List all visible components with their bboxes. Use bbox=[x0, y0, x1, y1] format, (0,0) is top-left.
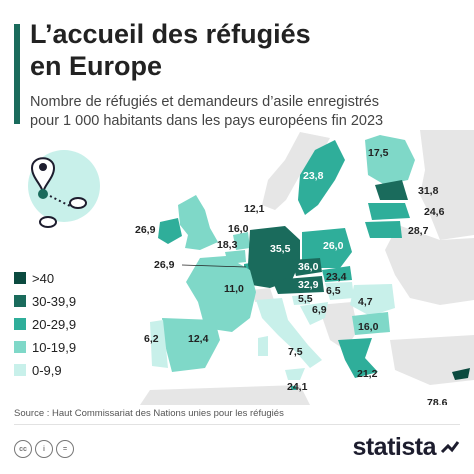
value-label-france: 11,0 bbox=[224, 283, 244, 295]
country-portugal bbox=[150, 320, 168, 368]
luxembourg-leader-line bbox=[181, 264, 247, 268]
country-germany bbox=[248, 226, 300, 288]
country-italy bbox=[256, 298, 322, 368]
subtitle-line-2: pour 1 000 habitants dans les pays europ… bbox=[30, 113, 384, 129]
country-uk bbox=[178, 195, 218, 250]
country-france bbox=[186, 256, 256, 332]
footer-divider bbox=[14, 424, 460, 425]
country-slovenia bbox=[292, 295, 310, 305]
country-finland bbox=[365, 135, 415, 185]
norway-region bbox=[262, 132, 330, 210]
license-icons[interactable]: cc i = bbox=[14, 440, 74, 458]
country-malta bbox=[291, 386, 296, 390]
country-poland bbox=[302, 228, 352, 268]
title-accent-bar bbox=[14, 24, 20, 124]
legend-label: >40 bbox=[32, 270, 55, 286]
value-label-croatia: 6,9 bbox=[312, 304, 327, 316]
country-austria bbox=[272, 276, 324, 294]
equals-icon[interactable]: = bbox=[56, 440, 74, 458]
country-croatia bbox=[300, 302, 328, 325]
value-label-bulgaria: 16,0 bbox=[358, 321, 379, 333]
country-bulgaria bbox=[352, 312, 390, 335]
value-label-luxembourg: 26,9 bbox=[154, 259, 175, 271]
value-label-czechia: 36,0 bbox=[298, 261, 319, 273]
europe-map: 26,9 16,0 12,1 18,3 26,9 11,0 12,4 6,2 3… bbox=[28, 130, 474, 405]
legend-swatch bbox=[14, 341, 26, 353]
legend-swatch bbox=[14, 318, 26, 330]
value-label-uk: 16,0 bbox=[228, 223, 249, 235]
country-romania bbox=[350, 284, 395, 316]
country-estonia bbox=[375, 180, 408, 200]
legend-label: 0-9,9 bbox=[32, 362, 62, 378]
legend-swatch bbox=[14, 272, 26, 284]
title-line-2: en Europe bbox=[30, 51, 163, 81]
value-label-slovenia: 5,5 bbox=[298, 293, 313, 305]
legend-label: 10-19,9 bbox=[32, 339, 77, 355]
value-label-malta: 24,1 bbox=[287, 381, 308, 393]
location-pin-icon bbox=[28, 150, 100, 228]
country-greece bbox=[338, 338, 378, 378]
country-sicily bbox=[285, 368, 305, 380]
country-netherlands bbox=[233, 232, 250, 250]
value-label-portugal: 6,2 bbox=[144, 333, 159, 345]
page-title: L’accueil des réfugiés en Europe bbox=[30, 18, 450, 82]
value-label-slovakia: 23,4 bbox=[326, 271, 347, 283]
country-sweden bbox=[298, 140, 345, 215]
title-line-1: L’accueil des réfugiés bbox=[30, 19, 311, 49]
country-hungary bbox=[325, 282, 354, 300]
legend-label: 20-29,9 bbox=[32, 316, 77, 332]
legend-item: >40 bbox=[14, 268, 76, 288]
attribution-icon[interactable]: i bbox=[35, 440, 53, 458]
value-label-belgium: 12,1 bbox=[244, 203, 265, 215]
legend-item: 10-19,9 bbox=[14, 337, 76, 357]
balkans-region bbox=[318, 302, 358, 350]
country-lithuania bbox=[365, 221, 402, 238]
creative-commons-icon[interactable]: cc bbox=[14, 440, 32, 458]
value-label-ireland: 26,9 bbox=[135, 224, 156, 236]
country-czechia bbox=[292, 258, 322, 276]
value-label-greece: 21,2 bbox=[357, 368, 378, 380]
subtitle-line-1: Nombre de réfugiés et demandeurs d’asile… bbox=[30, 94, 379, 110]
country-slovakia bbox=[322, 266, 352, 282]
country-spain bbox=[162, 318, 220, 372]
value-label-spain: 12,4 bbox=[188, 333, 209, 345]
subtitle: Nombre de réfugiés et demandeurs d’asile… bbox=[30, 93, 450, 131]
country-ireland bbox=[158, 218, 182, 244]
belarus-ukraine-region bbox=[385, 225, 474, 305]
source-note: Source : Haut Commissariat des Nations u… bbox=[14, 408, 284, 419]
legend-swatch bbox=[14, 364, 26, 376]
country-latvia bbox=[368, 203, 410, 220]
legend-label: 30-39,9 bbox=[32, 293, 77, 309]
value-label-cyprus: 78,6 bbox=[427, 397, 448, 405]
legend-item: 0-9,9 bbox=[14, 360, 76, 380]
country-sardinia bbox=[258, 336, 268, 356]
north-africa-region bbox=[140, 385, 310, 405]
statista-logo-icon[interactable] bbox=[440, 438, 460, 458]
value-label-romania: 4,7 bbox=[358, 296, 373, 308]
legend-swatch bbox=[14, 295, 26, 307]
value-label-poland: 26,0 bbox=[323, 240, 344, 252]
map-legend: >40 30-39,9 20-29,9 10-19,9 0-9,9 bbox=[14, 268, 76, 383]
value-label-netherlands: 18,3 bbox=[217, 239, 238, 251]
value-label-lithuania: 28,7 bbox=[408, 225, 429, 237]
value-label-italy: 7,5 bbox=[288, 346, 303, 358]
value-label-germany: 35,5 bbox=[270, 243, 291, 255]
value-label-latvia: 24,6 bbox=[424, 206, 445, 218]
statista-wordmark[interactable]: statista bbox=[352, 433, 436, 461]
value-label-austria: 32,9 bbox=[298, 279, 319, 291]
value-label-finland: 17,5 bbox=[368, 147, 389, 159]
legend-item: 20-29,9 bbox=[14, 314, 76, 334]
value-label-hungary: 6,5 bbox=[326, 285, 341, 297]
country-cyprus bbox=[452, 368, 470, 380]
switzerland-region bbox=[252, 288, 274, 302]
value-label-estonia: 31,8 bbox=[418, 185, 439, 197]
value-label-sweden: 23,8 bbox=[303, 170, 324, 182]
russia-region bbox=[420, 130, 474, 240]
legend-item: 30-39,9 bbox=[14, 291, 76, 311]
